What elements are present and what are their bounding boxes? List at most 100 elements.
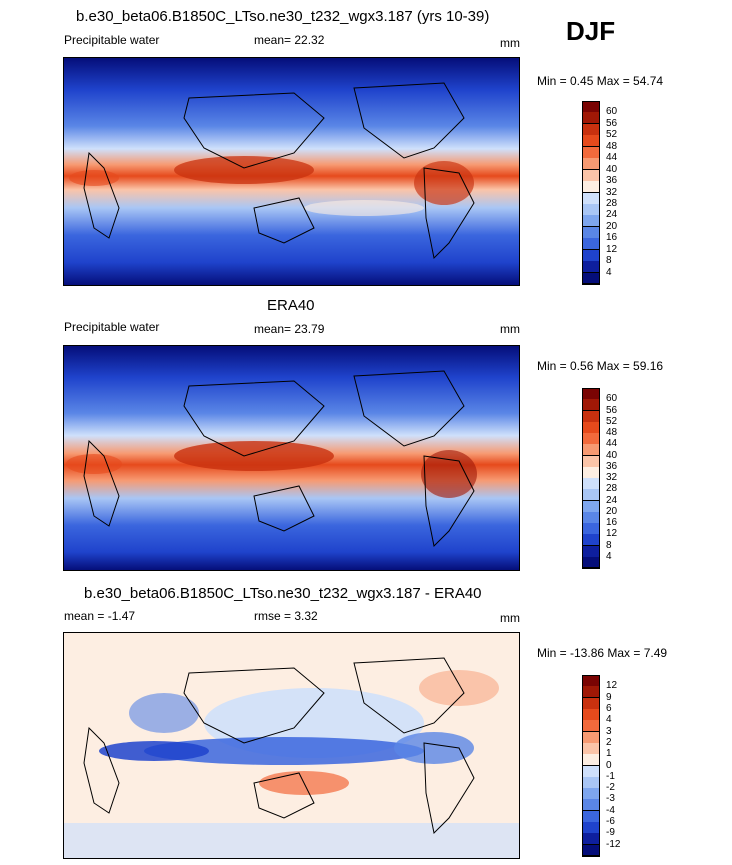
colorbar-swatch — [582, 181, 600, 194]
colorbar-swatch — [582, 249, 600, 262]
colorbar-tick-label: 16 — [606, 232, 618, 244]
colorbar-swatch — [582, 754, 600, 767]
colorbar-swatch — [582, 523, 600, 535]
colorbar-swatch — [582, 203, 600, 216]
colorbar-swatch — [582, 675, 600, 687]
colorbar-tick-label: 40 — [606, 163, 618, 175]
colorbar-swatch — [582, 399, 600, 412]
panel-1-map — [63, 57, 520, 286]
colorbar-swatch — [582, 112, 600, 125]
colorbar-tick-label: 56 — [606, 404, 618, 416]
colorbar-swatch — [582, 833, 600, 846]
colorbar-swatch — [582, 686, 600, 699]
colorbar-swatch — [582, 556, 600, 569]
colorbar-tick-label: 32 — [606, 472, 618, 483]
colorbar-tick-label: 32 — [606, 186, 618, 198]
panel-2-title: ERA40 — [267, 297, 315, 314]
colorbar-swatch — [582, 238, 600, 251]
colorbar-tick-label: 0 — [606, 759, 612, 771]
colorbar-tick-label: 12 — [606, 528, 618, 540]
colorbar-tick-label: 12 — [606, 243, 618, 255]
panel-1-variable-label: Precipitable water — [64, 33, 160, 47]
colorbar-tick-label: 44 — [606, 152, 618, 164]
colorbar-swatch — [582, 822, 600, 835]
colorbar-swatch — [582, 776, 600, 789]
panel-2-colorbar: 60 56 52 48 44 40 36 32 28 24 20 16 12 8 4 — [582, 388, 642, 569]
colorbar-tick-label: 48 — [606, 140, 618, 152]
panel-3-map — [63, 632, 520, 859]
colorbar-swatch — [582, 123, 600, 136]
colorbar-tick-label: -6 — [606, 816, 615, 828]
colorbar-swatch — [582, 810, 600, 823]
colorbar-tick-label: 12 — [606, 680, 618, 692]
panel-3-minmax-label: Min = -13.86 Max = 7.49 — [537, 646, 668, 660]
panel-1-units-label: mm — [500, 36, 520, 50]
panel-1-title: b.e30_beta06.B1850C_LTso.ne30_t232_wgx3.… — [76, 8, 490, 25]
season-label: DJF — [566, 16, 616, 46]
panel-2-units-label: mm — [500, 322, 520, 336]
colorbar-swatch — [582, 455, 600, 468]
colorbar-swatch — [582, 226, 600, 239]
panel-3-rmse-label: rmse = 3.32 — [254, 609, 318, 623]
colorbar-swatch — [582, 731, 600, 744]
colorbar-swatch — [582, 261, 600, 274]
colorbar-tick-label: -9 — [606, 827, 615, 839]
colorbar-tick-label: 2 — [606, 736, 612, 748]
colorbar-tick-label: 8 — [606, 539, 612, 551]
colorbar-tick-label: -3 — [606, 793, 615, 805]
colorbar-tick-label: 56 — [606, 117, 618, 129]
colorbar-swatch — [582, 844, 600, 857]
colorbar-swatch — [582, 697, 600, 710]
colorbar-swatch — [582, 146, 600, 159]
colorbar-swatch — [582, 545, 600, 558]
panel-1-mean-label: mean= 22.32 — [254, 33, 325, 47]
panel-3-units-label: mm — [500, 611, 520, 625]
colorbar-tick-label: 28 — [606, 197, 618, 209]
colorbar-swatch — [582, 489, 600, 502]
colorbar-tick-label: 9 — [606, 691, 612, 703]
colorbar-swatch — [582, 511, 600, 524]
colorbar-tick-label: 3 — [606, 725, 612, 737]
colorbar-tick-label: 8 — [606, 255, 612, 267]
panel-1-colorbar: 60 56 52 48 44 40 36 32 28 24 20 16 12 8 4 — [582, 101, 642, 285]
colorbar-tick-label: -1 — [606, 770, 615, 782]
colorbar-swatch — [582, 478, 600, 490]
colorbar-tick-label: 24 — [606, 494, 618, 506]
colorbar-tick-label: -12 — [606, 838, 621, 850]
colorbar-tick-label: 48 — [606, 427, 618, 438]
colorbar-tick-label: -2 — [606, 782, 615, 794]
colorbar-tick-label: 20 — [606, 220, 618, 232]
colorbar-swatch — [582, 799, 600, 812]
colorbar-tick-label: 28 — [606, 483, 618, 495]
colorbar-swatch — [582, 500, 600, 513]
panel-2-variable-label: Precipitable water — [64, 320, 160, 334]
colorbar-swatch — [582, 765, 600, 778]
colorbar-tick-label: 60 — [606, 393, 618, 405]
colorbar-swatch — [582, 410, 600, 423]
colorbar-swatch — [582, 169, 600, 182]
colorbar-swatch — [582, 101, 600, 113]
colorbar-swatch — [582, 421, 600, 434]
colorbar-tick-label: -4 — [606, 804, 615, 816]
colorbar-swatch — [582, 708, 600, 721]
panel-3-colorbar: 12 9 6 4 3 2 1 0 -1 -2 -3 -4 -6 -9 -12 — [582, 675, 642, 857]
colorbar-tick-label: 6 — [606, 702, 612, 714]
colorbar-swatch — [582, 788, 600, 801]
colorbar-tick-label: 60 — [606, 106, 618, 118]
panel-3-mean-label: mean = -1.47 — [64, 609, 136, 623]
colorbar-swatch — [582, 158, 600, 171]
colorbar-tick-label: 20 — [606, 505, 618, 517]
panel-2-minmax-label: Min = 0.56 Max = 59.16 — [537, 359, 664, 373]
colorbar-swatch — [582, 388, 600, 400]
colorbar-tick-label: 44 — [606, 438, 618, 450]
colorbar-tick-label: 4 — [606, 714, 612, 726]
colorbar-swatch — [582, 534, 600, 547]
colorbar-tick-label: 52 — [606, 415, 618, 427]
colorbar-swatch — [582, 742, 600, 755]
colorbar-tick-label: 40 — [606, 449, 618, 461]
panel-2-mean-label: mean= 23.79 — [254, 322, 325, 336]
colorbar-swatch — [582, 135, 600, 148]
colorbar-swatch — [582, 720, 600, 733]
colorbar-tick-label: 4 — [606, 550, 612, 562]
colorbar-tick-label: 52 — [606, 129, 618, 141]
